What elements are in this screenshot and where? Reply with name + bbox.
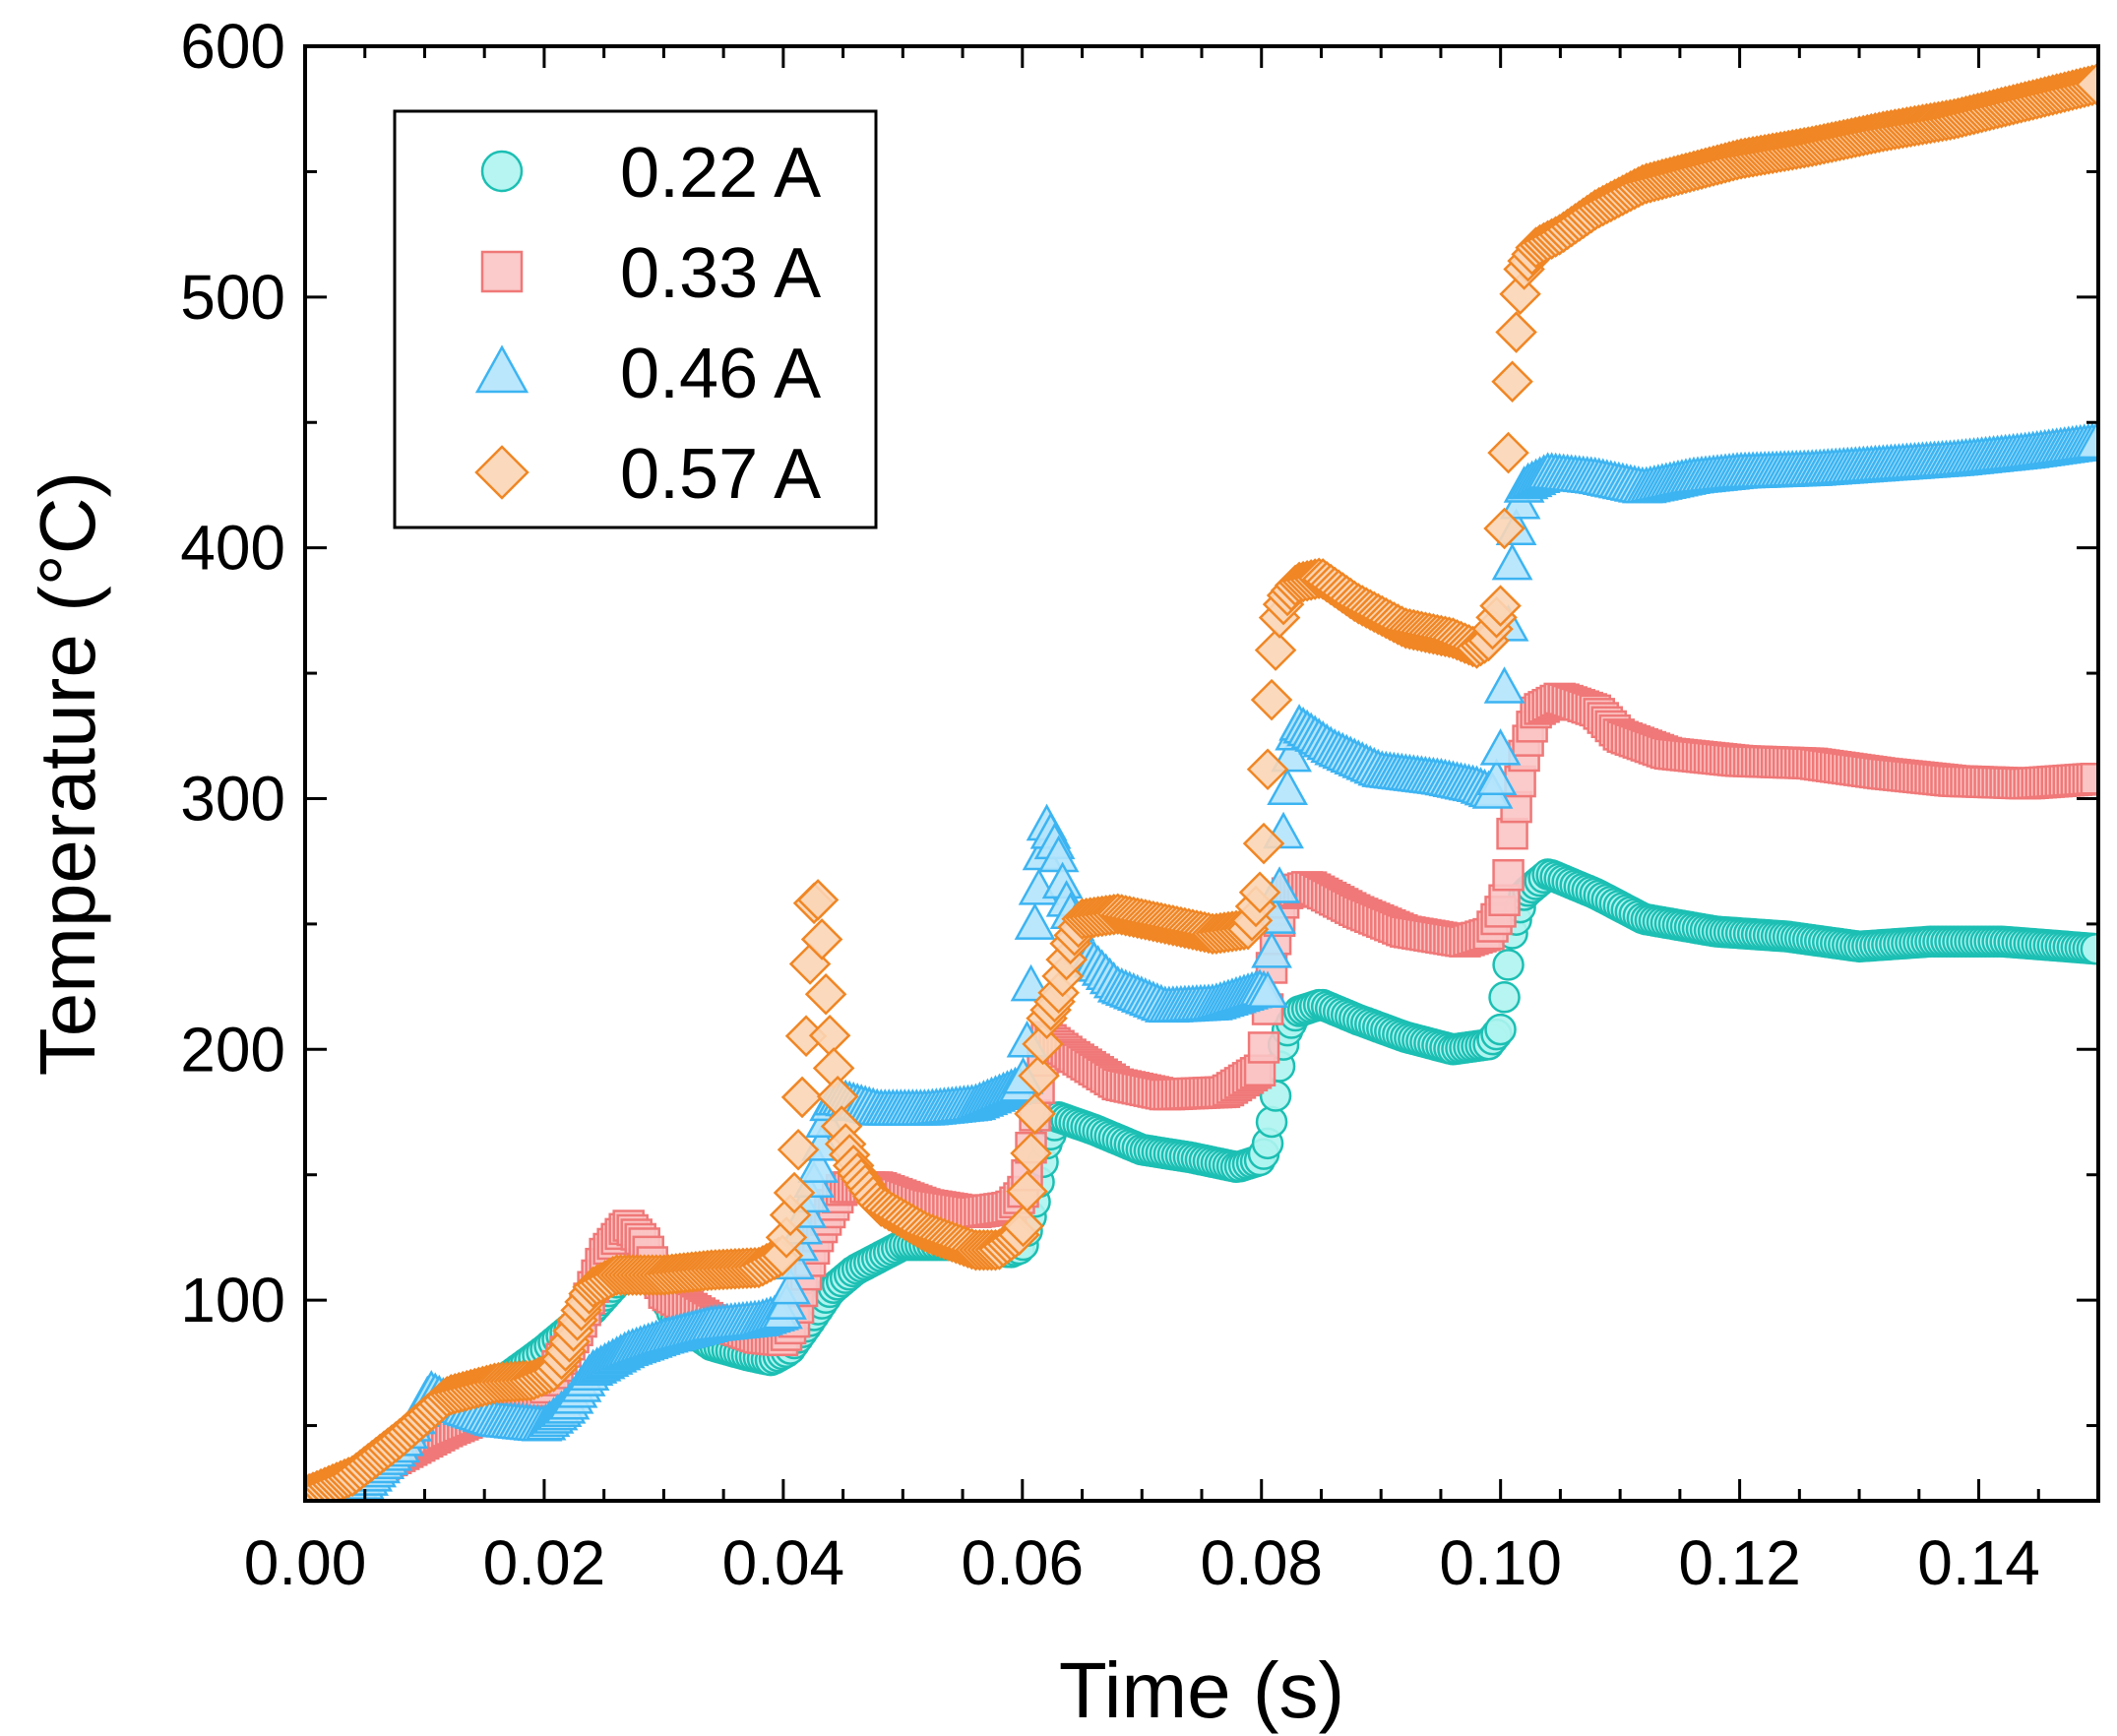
data-point — [1014, 902, 1056, 940]
data-point — [773, 1171, 816, 1214]
data-point — [770, 1267, 811, 1305]
y-tick-label: 100 — [180, 1265, 285, 1335]
series-1 — [305, 682, 2098, 1501]
x-tick-label: 0.14 — [1917, 1527, 2040, 1598]
data-point — [1475, 758, 1518, 795]
x-tick-label: 0.04 — [722, 1527, 845, 1598]
data-point — [1267, 768, 1308, 806]
data-point — [1491, 360, 1533, 403]
x-ticks: 0.00 0.02 0.04 0.06 0.08 0.10 0.12 0.14 — [244, 46, 2100, 1598]
data-point — [2080, 762, 2098, 795]
data-point — [1018, 1054, 1060, 1097]
data-point — [1488, 981, 1521, 1014]
data-point — [1014, 1092, 1056, 1136]
data-point — [777, 1128, 820, 1171]
y-tick-label: 600 — [180, 11, 285, 82]
legend-marker — [474, 445, 529, 500]
data-point — [1491, 542, 1533, 581]
data-point — [808, 1015, 851, 1057]
x-tick-label: 0.08 — [1200, 1527, 1323, 1598]
y-tick-label: 300 — [180, 763, 285, 834]
legend-marker — [474, 344, 529, 394]
data-point — [2075, 421, 2098, 460]
data-point — [1022, 1023, 1064, 1066]
data-point — [797, 1146, 839, 1183]
legend-marker — [480, 150, 524, 193]
data-point — [1492, 858, 1525, 892]
x-tick-label: 0.10 — [1439, 1527, 1562, 1598]
y-tick-label: 200 — [180, 1014, 285, 1085]
y-axis-title: Temperature (°C) — [24, 471, 111, 1076]
axes-layer: 0.00 0.02 0.04 0.06 0.08 0.10 0.12 0.14 100 200 3… — [180, 11, 2100, 1598]
legend-box — [393, 109, 878, 529]
x-tick-label: 0.00 — [244, 1527, 367, 1598]
data-layer — [305, 63, 2098, 1501]
data-point — [804, 972, 847, 1016]
legend-label: 0.22 A — [620, 134, 821, 213]
data-point — [2080, 932, 2098, 965]
data-point — [796, 879, 840, 921]
x-tick-label: 0.12 — [1678, 1527, 1801, 1598]
data-point — [1238, 871, 1281, 914]
data-point — [1487, 431, 1529, 474]
data-point — [1484, 1013, 1517, 1046]
data-point — [1495, 311, 1537, 353]
legend-label: 0.46 A — [620, 335, 821, 413]
data-point — [1246, 748, 1289, 790]
data-point — [1479, 728, 1522, 766]
data-point — [1483, 507, 1525, 550]
data-point — [1010, 1132, 1052, 1175]
data-point — [1483, 666, 1525, 704]
data-point — [1254, 629, 1297, 671]
legend-marker — [480, 250, 524, 293]
markers — [305, 63, 2098, 1501]
data-point — [800, 918, 843, 961]
data-point — [1247, 970, 1288, 1009]
x-tick-label: 0.02 — [483, 1527, 606, 1598]
data-point — [1250, 678, 1293, 721]
data-point — [1002, 1205, 1044, 1248]
series-3 — [305, 63, 2098, 1501]
data-point — [1251, 931, 1292, 968]
data-point — [1479, 585, 1522, 627]
data-point — [780, 1076, 824, 1119]
legend-items: 0.22 A 0.33 A 0.46 A 0.57 A — [474, 134, 821, 514]
data-point — [2075, 63, 2098, 106]
data-point — [1496, 817, 1528, 850]
data-point — [1006, 1170, 1048, 1212]
legend-label: 0.57 A — [620, 435, 821, 514]
y-tick-label: 400 — [180, 513, 285, 584]
data-point — [1247, 1031, 1280, 1064]
y-tick-label: 500 — [180, 262, 285, 333]
data-point — [1255, 1105, 1288, 1139]
data-point — [1242, 822, 1285, 865]
x-axis-title: Time (s) — [1059, 1646, 1344, 1734]
data-point — [1492, 949, 1525, 981]
legend: 0.22 A 0.33 A 0.46 A 0.57 A — [393, 109, 878, 529]
y-ticks: 100 200 300 400 500 600 — [180, 11, 2098, 1428]
legend-label: 0.33 A — [620, 234, 821, 313]
x-tick-label: 0.06 — [962, 1527, 1085, 1598]
